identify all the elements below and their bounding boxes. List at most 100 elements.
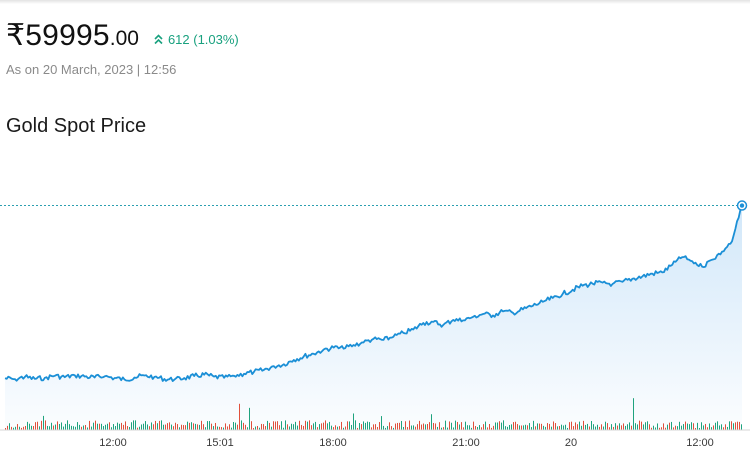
volume-bar xyxy=(587,423,588,430)
volume-bar xyxy=(403,426,404,430)
volume-bar xyxy=(625,425,626,430)
volume-bar xyxy=(227,426,228,430)
volume-bar xyxy=(187,421,188,430)
volume-bar xyxy=(543,425,544,430)
volume-bar xyxy=(121,422,122,430)
volume-bar xyxy=(383,425,384,430)
volume-bar xyxy=(215,422,216,430)
volume-bar xyxy=(709,423,710,430)
volume-bar xyxy=(195,423,196,430)
volume-bar xyxy=(67,420,68,430)
volume-bar xyxy=(401,420,402,430)
volume-bar xyxy=(175,422,176,430)
volume-bar xyxy=(303,425,304,430)
volume-bar xyxy=(569,422,570,430)
volume-bar xyxy=(561,424,562,430)
volume-bar xyxy=(451,422,452,430)
volume-bar xyxy=(651,427,652,430)
volume-bar xyxy=(313,423,314,430)
volume-bar xyxy=(491,427,492,430)
volume-bar xyxy=(177,424,178,430)
volume-bar xyxy=(191,422,192,430)
volume-bar xyxy=(689,424,690,430)
volume-bar xyxy=(509,425,510,430)
volume-bar xyxy=(43,415,44,430)
volume-bar xyxy=(671,421,672,430)
volume-bar xyxy=(371,427,372,430)
volume-bar xyxy=(193,423,194,430)
volume-bar xyxy=(309,420,310,430)
volume-bar xyxy=(315,421,316,430)
volume-bar xyxy=(531,427,532,430)
volume-bar xyxy=(143,423,144,430)
price-series-line xyxy=(4,205,743,382)
volume-bar xyxy=(473,421,474,430)
volume-bar xyxy=(5,427,6,430)
volume-bar xyxy=(541,423,542,430)
volume-bar xyxy=(601,424,602,430)
volume-bar xyxy=(39,426,40,430)
volume-bar xyxy=(89,420,90,430)
volume-bar xyxy=(19,426,20,430)
volume-bar xyxy=(389,422,390,430)
volume-bar xyxy=(485,421,486,430)
volume-bar xyxy=(113,424,114,430)
volume-bar xyxy=(411,425,412,430)
volume-bar xyxy=(559,426,560,430)
volume-bar xyxy=(141,424,142,430)
volume-bar xyxy=(467,425,468,430)
volume-bar xyxy=(553,421,554,430)
volume-bar xyxy=(211,423,212,430)
volume-bar xyxy=(21,427,22,430)
volume-bar xyxy=(37,421,38,430)
volume-bar xyxy=(631,425,632,430)
volume-bar xyxy=(75,426,76,430)
volume-bar xyxy=(535,426,536,430)
volume-bar xyxy=(681,425,682,430)
volume-bar xyxy=(159,420,160,430)
volume-bar xyxy=(169,422,170,430)
volume-bar xyxy=(633,398,634,430)
volume-bar xyxy=(263,424,264,430)
volume-bar xyxy=(695,427,696,430)
volume-bar xyxy=(629,422,630,430)
volume-bar xyxy=(637,424,638,430)
volume-bar xyxy=(475,426,476,430)
volume-bar xyxy=(337,426,338,430)
as-of-timestamp: As on 20 March, 2023 | 12:56 xyxy=(6,62,177,77)
volume-bar xyxy=(381,416,382,430)
volume-bar xyxy=(239,403,240,430)
volume-bar xyxy=(407,427,408,430)
volume-bar xyxy=(125,421,126,430)
volume-bar xyxy=(149,426,150,430)
volume-bar xyxy=(91,426,92,430)
volume-bar xyxy=(345,426,346,430)
volume-bar xyxy=(65,423,66,430)
volume-bar xyxy=(95,420,96,430)
volume-bar xyxy=(257,425,258,430)
volume-bar xyxy=(379,422,380,430)
volume-bar xyxy=(55,424,56,430)
volume-bar xyxy=(355,420,356,430)
volume-bar xyxy=(471,427,472,430)
price-chart[interactable]: 12:00 15:01 18:00 21:00 20 12:00 xyxy=(0,180,750,450)
volume-bar xyxy=(49,426,50,430)
volume-bar xyxy=(653,425,654,430)
volume-bar xyxy=(63,426,64,430)
volume-bar xyxy=(139,426,140,430)
volume-bar xyxy=(101,423,102,430)
volume-bar xyxy=(329,421,330,430)
volume-bar xyxy=(29,423,30,430)
volume-bar xyxy=(157,423,158,430)
volume-bar xyxy=(431,414,432,430)
volume-bar xyxy=(635,423,636,430)
volume-bar xyxy=(571,421,572,430)
volume-bar xyxy=(189,422,190,430)
volume-bar xyxy=(557,426,558,430)
price-integer: 59995 xyxy=(25,19,110,52)
volume-bar xyxy=(449,421,450,430)
volume-bar xyxy=(713,425,714,430)
volume-bar xyxy=(235,422,236,430)
volume-bar xyxy=(341,421,342,430)
volume-bar xyxy=(593,424,594,430)
